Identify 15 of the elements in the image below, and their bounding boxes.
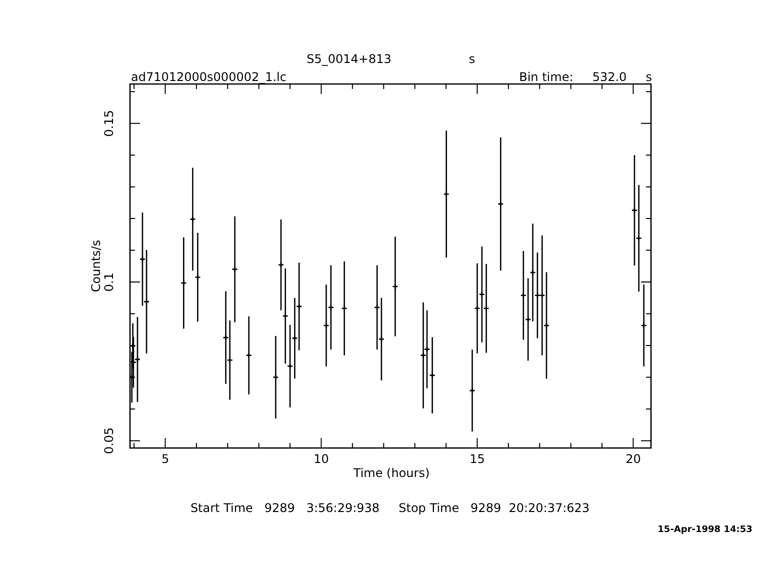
text: Start Time 9289 3:56:29:938 Stop Time 9289 20:20:37:623: [190, 501, 590, 515]
y-tick-label: 0.1: [102, 272, 116, 292]
text: s: [468, 52, 476, 66]
x-tick-label: 5: [161, 452, 170, 466]
x-tick-label: 20: [626, 452, 641, 466]
annotation: ad71012000s000002_1.lc: [131, 70, 286, 84]
y-tick-label: 0.15: [102, 110, 116, 137]
x-tick-label: 15: [470, 452, 485, 466]
text: 15-Apr-1998 14:53: [658, 525, 752, 535]
annotation: Bin time: 532.0 s: [519, 70, 652, 84]
y-axis-title: Counts/s: [89, 240, 104, 292]
chart-title: S5_0014+813: [306, 52, 392, 66]
y-tick-label: 0.05: [102, 427, 116, 454]
x-tick-label: 10: [314, 452, 329, 466]
x-axis-title: Time (hours): [352, 466, 430, 480]
